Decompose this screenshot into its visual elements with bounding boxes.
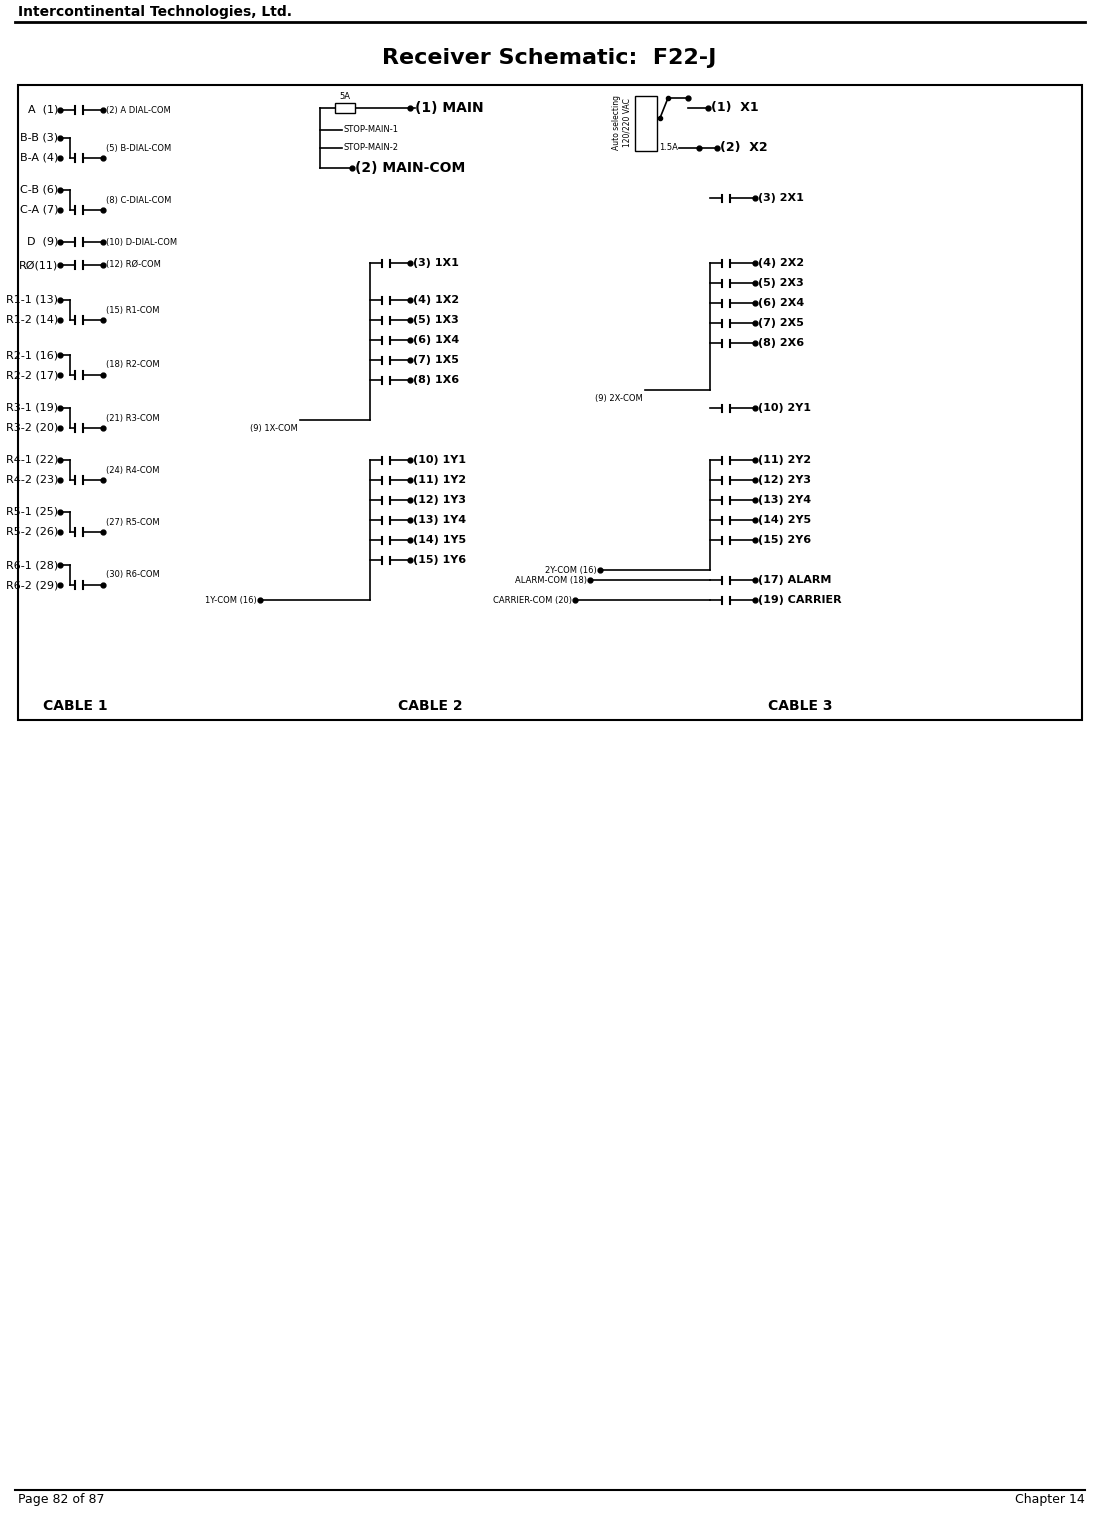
Text: (5) B-DIAL-COM: (5) B-DIAL-COM [106, 143, 171, 152]
Text: (11) 2Y2: (11) 2Y2 [758, 454, 811, 465]
Text: (4) 2X2: (4) 2X2 [758, 258, 804, 268]
Text: (30) R6-COM: (30) R6-COM [106, 570, 159, 580]
Text: (3) 1X1: (3) 1X1 [413, 258, 459, 268]
Text: (13) 1Y4: (13) 1Y4 [413, 515, 466, 525]
Text: (5) 1X3: (5) 1X3 [413, 316, 458, 325]
Text: R4-2 (23): R4-2 (23) [5, 474, 58, 485]
Text: C-B (6): C-B (6) [20, 185, 58, 195]
Text: (10) D-DIAL-COM: (10) D-DIAL-COM [106, 238, 177, 247]
Text: R3-1 (19): R3-1 (19) [5, 403, 58, 413]
Text: R4-1 (22): R4-1 (22) [5, 454, 58, 465]
Text: R3-2 (20): R3-2 (20) [5, 422, 58, 433]
Text: (9) 1X-COM: (9) 1X-COM [251, 424, 298, 433]
Text: (15) R1-COM: (15) R1-COM [106, 305, 159, 314]
Text: (5) 2X3: (5) 2X3 [758, 278, 803, 288]
Text: 1Y-COM (16): 1Y-COM (16) [206, 595, 257, 604]
Bar [335, 104, 355, 113]
Text: D  (9): D (9) [26, 236, 58, 247]
Text: R1-2 (14): R1-2 (14) [5, 316, 58, 325]
Text: (12) 2Y3: (12) 2Y3 [758, 474, 811, 485]
Text: (14) 1Y5: (14) 1Y5 [413, 535, 466, 544]
Text: (7) 1X5: (7) 1X5 [413, 355, 459, 364]
Text: (3) 2X1: (3) 2X1 [758, 194, 803, 203]
Text: 1.5A: 1.5A [659, 143, 678, 152]
Text: (10) 2Y1: (10) 2Y1 [758, 403, 811, 413]
Text: (27) R5-COM: (27) R5-COM [106, 517, 159, 526]
Text: R6-1 (28): R6-1 (28) [5, 560, 58, 570]
Text: (8) 1X6: (8) 1X6 [413, 375, 459, 384]
Text: (15) 1Y6: (15) 1Y6 [413, 555, 466, 564]
Text: (21) R3-COM: (21) R3-COM [106, 413, 159, 422]
Bar [18, 85, 1083, 720]
Text: CABLE 2: CABLE 2 [398, 698, 463, 714]
Text: R5-1 (25): R5-1 (25) [5, 506, 58, 517]
Text: (12) 1Y3: (12) 1Y3 [413, 496, 466, 505]
Text: POWER: POWER [644, 113, 648, 134]
Text: (19) CARRIER: (19) CARRIER [758, 595, 842, 605]
Text: A  (1): A (1) [27, 105, 58, 114]
Text: C-A (7): C-A (7) [20, 204, 58, 215]
Text: (1)  X1: (1) X1 [711, 102, 758, 114]
Text: R1-1 (13): R1-1 (13) [5, 294, 58, 305]
Text: STOP-MAIN-1: STOP-MAIN-1 [344, 125, 399, 134]
Text: CABLE 3: CABLE 3 [768, 698, 832, 714]
Text: (12) RØ-COM: (12) RØ-COM [106, 261, 160, 270]
Text: Receiver Schematic:  F22-J: Receiver Schematic: F22-J [381, 47, 717, 69]
Text: R2-2 (17): R2-2 (17) [5, 371, 58, 380]
Text: (14) 2Y5: (14) 2Y5 [758, 515, 811, 525]
Text: Page 82 of 87: Page 82 of 87 [18, 1493, 104, 1507]
Text: Intercontinental Technologies, Ltd.: Intercontinental Technologies, Ltd. [18, 5, 292, 18]
Text: (15) 2Y6: (15) 2Y6 [758, 535, 811, 544]
Text: (7) 2X5: (7) 2X5 [758, 319, 803, 328]
Text: (11) 1Y2: (11) 1Y2 [413, 474, 466, 485]
Text: (2)  X2: (2) X2 [720, 142, 767, 154]
Text: CABLE 1: CABLE 1 [43, 698, 108, 714]
Text: 5A: 5A [340, 92, 351, 101]
Text: (6) 2X4: (6) 2X4 [758, 297, 804, 308]
Text: (10) 1Y1: (10) 1Y1 [413, 454, 466, 465]
Text: R6-2 (29): R6-2 (29) [5, 580, 58, 590]
Text: RØ(11): RØ(11) [19, 259, 58, 270]
Text: (17) ALARM: (17) ALARM [758, 575, 831, 586]
Text: B-B (3): B-B (3) [20, 133, 58, 143]
Text: 2Y-COM (16): 2Y-COM (16) [545, 566, 597, 575]
Text: (1) MAIN: (1) MAIN [415, 101, 484, 114]
Text: (18) R2-COM: (18) R2-COM [106, 360, 159, 369]
Text: (8) C-DIAL-COM: (8) C-DIAL-COM [106, 195, 171, 204]
Bar [635, 96, 657, 151]
Text: B-A (4): B-A (4) [20, 152, 58, 163]
Text: R5-2 (26): R5-2 (26) [5, 528, 58, 537]
Text: Chapter 14: Chapter 14 [1015, 1493, 1085, 1507]
Text: STOP-MAIN-2: STOP-MAIN-2 [344, 143, 399, 152]
Text: (6) 1X4: (6) 1X4 [413, 336, 459, 345]
Text: Auto selecting
120/220 VAC: Auto selecting 120/220 VAC [612, 96, 632, 151]
Text: R2-1 (16): R2-1 (16) [5, 351, 58, 360]
Text: (9) 2X-COM: (9) 2X-COM [596, 393, 643, 403]
Text: (24) R4-COM: (24) R4-COM [106, 465, 159, 474]
Text: CARRIER-COM (20): CARRIER-COM (20) [493, 595, 571, 604]
Text: (13) 2Y4: (13) 2Y4 [758, 496, 811, 505]
Text: (4) 1X2: (4) 1X2 [413, 294, 459, 305]
Text: (2) A DIAL-COM: (2) A DIAL-COM [106, 105, 170, 114]
Text: (2) MAIN-COM: (2) MAIN-COM [355, 162, 465, 175]
Text: ALARM-COM (18): ALARM-COM (18) [515, 575, 587, 584]
Text: (8) 2X6: (8) 2X6 [758, 339, 804, 348]
